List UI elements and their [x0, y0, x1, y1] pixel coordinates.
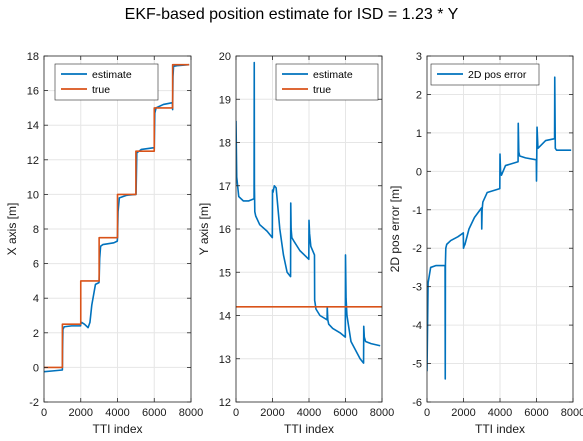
x-axis-label: TTI index	[92, 422, 142, 436]
y-tick-label: 2	[416, 89, 422, 101]
y-tick-label: -1	[412, 205, 422, 217]
x-tick-label: 0	[41, 407, 47, 419]
figure-title: EKF-based position estimate for ISD = 1.…	[124, 6, 459, 23]
y-tick-label: 2	[33, 328, 39, 340]
y-tick-label: 12	[27, 155, 39, 167]
y-tick-label: -2	[29, 397, 39, 409]
y-tick-label: 17	[219, 181, 231, 193]
x-tick-label: 2000	[260, 407, 284, 419]
legend-box	[275, 63, 379, 101]
legend: estimate true	[275, 63, 379, 101]
x-tick-label: 2000	[451, 407, 475, 419]
y-tick-label: 0	[416, 166, 422, 178]
y-axis-label: 2D pos error [m]	[388, 186, 402, 273]
y-tick-label: 1	[416, 128, 422, 140]
x-tick-label: 4000	[488, 407, 512, 419]
x-tick-label: 8000	[370, 407, 394, 419]
legend-box	[430, 63, 540, 86]
y-tick-label: 3	[416, 51, 422, 63]
y-tick-label: 6	[33, 259, 39, 271]
x-tick-label: 4000	[105, 407, 129, 419]
y-tick-label: 14	[27, 120, 39, 132]
y-tick-label: 18	[219, 138, 231, 150]
x-tick-label: 2000	[69, 407, 93, 419]
y-axis-label: X axis [m]	[5, 203, 19, 256]
y-tick-label: 20	[219, 51, 231, 63]
y-axis-label: Y axis [m]	[197, 203, 211, 255]
y-tick-label: 8	[33, 224, 39, 236]
y-tick-label: 0	[33, 362, 39, 374]
series-line-2d-pos-error	[427, 76, 572, 380]
y-tick-label: 13	[219, 354, 231, 366]
x-axis-label: TTI index	[475, 422, 525, 436]
legend: 2D pos error	[430, 63, 540, 86]
legend-label-estimate: estimate	[313, 69, 353, 81]
series-line-estimate	[236, 61, 381, 364]
y-tick-label: 12	[219, 397, 231, 409]
y-tick-label: 18	[27, 51, 39, 63]
legend-label-true: true	[313, 84, 331, 96]
x-tick-label: 8000	[561, 407, 583, 419]
y-tick-label: -5	[412, 359, 422, 371]
y-tick-label: 10	[27, 189, 39, 201]
x-tick-label: 0	[233, 407, 239, 419]
x-tick-label: 6000	[333, 407, 357, 419]
y-tick-label: -3	[412, 282, 422, 294]
x-tick-label: 4000	[297, 407, 321, 419]
y-tick-label: -2	[412, 243, 422, 255]
legend-box	[54, 63, 159, 101]
y-tick-label: -4	[412, 320, 422, 332]
x-tick-label: 6000	[524, 407, 548, 419]
legend-label-2d-pos-error: 2D pos error	[468, 69, 527, 81]
x-tick-label: 0	[424, 407, 430, 419]
x-axis-label: TTI index	[284, 422, 334, 436]
y-tick-label: 4	[33, 293, 39, 305]
legend-label-true: true	[92, 84, 110, 96]
chart-panel-3: 0 2000 4000 6000 8000 -6 -5 -4 -3 -2 -1 0 1 2 3 TTI ind…	[388, 51, 583, 436]
y-tick-label: 15	[219, 267, 231, 279]
x-tick-label: 8000	[179, 407, 203, 419]
legend: estimate true	[54, 63, 159, 101]
series-line-true	[44, 63, 190, 369]
y-tick-label: 14	[219, 311, 231, 323]
y-tick-label: 19	[219, 94, 231, 106]
y-tick-label: 16	[219, 224, 231, 236]
x-tick-label: 6000	[142, 407, 166, 419]
legend-label-estimate: estimate	[92, 69, 132, 81]
y-tick-label: -6	[412, 397, 422, 409]
y-tick-label: 16	[27, 86, 39, 98]
chart-panel-2: 0 2000 4000 6000 8000 12 13 14 15 16 17 18 19 20 TTI i…	[197, 51, 394, 436]
